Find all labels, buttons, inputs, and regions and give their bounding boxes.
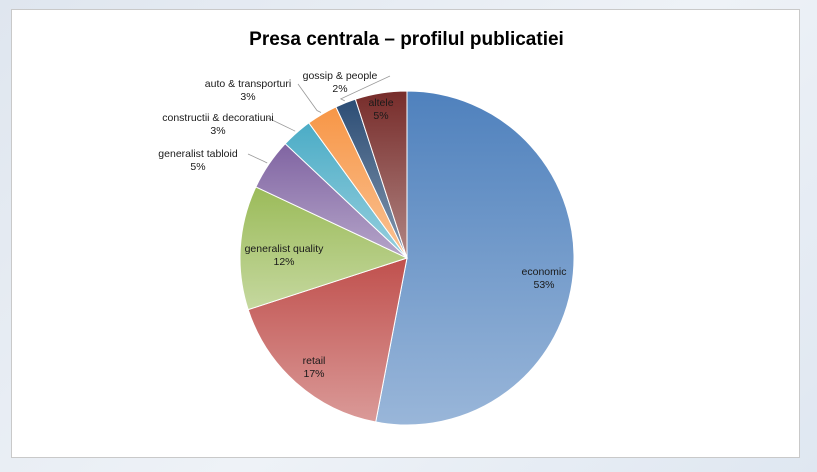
slice-label: constructii & decoratiuni bbox=[162, 112, 273, 124]
slice-value-label: 12% bbox=[273, 256, 294, 268]
pie-slice-generalist-quality bbox=[239, 186, 409, 311]
pie-slice-economic bbox=[375, 90, 575, 426]
leader-line bbox=[339, 75, 391, 102]
slice-label: generalist quality bbox=[245, 243, 325, 255]
leader-line bbox=[267, 117, 296, 132]
slice-label: economic bbox=[522, 266, 567, 278]
slice-value-label: 2% bbox=[332, 83, 347, 95]
pie-slice-altele bbox=[354, 90, 408, 259]
slice-value-label: 5% bbox=[190, 161, 205, 173]
slice-value-label: 53% bbox=[533, 279, 554, 291]
chart-title: Presa centrala – profilul publicatiei bbox=[249, 29, 564, 50]
slice-label: auto & transporturi bbox=[205, 78, 291, 90]
slice-value-label: 17% bbox=[303, 368, 324, 380]
slice-label: retail bbox=[303, 355, 326, 367]
slice-label: altele bbox=[368, 97, 393, 109]
slice-value-label: 3% bbox=[210, 125, 225, 137]
slice-label: generalist tabloid bbox=[158, 148, 238, 160]
pie-slice-retail bbox=[247, 257, 408, 423]
leader-line bbox=[297, 83, 322, 113]
slice-value-label: 3% bbox=[240, 91, 255, 103]
leader-line bbox=[247, 153, 268, 164]
slice-value-label: 5% bbox=[373, 110, 388, 122]
slice-label: gossip & people bbox=[303, 70, 378, 82]
